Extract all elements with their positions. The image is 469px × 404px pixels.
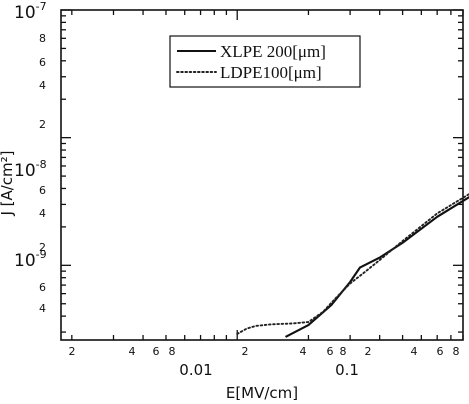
y-label-1e-9-base: 10 xyxy=(14,251,36,271)
y-label-1e-7-base: 10 xyxy=(14,3,36,23)
y-axis-minor-labels: 8 6 4 2 6 4 2 6 4 xyxy=(39,32,46,315)
y-minor-label: 8 xyxy=(39,32,46,45)
y-label-1e-8-base: 10 xyxy=(14,161,36,181)
x-axis-title: E[MV/cm] xyxy=(226,384,298,402)
y-label-1e-7: 10-7 xyxy=(14,0,47,23)
y-minor-label: 4 xyxy=(39,79,46,92)
y-label-1e-8-exp: -8 xyxy=(36,158,47,171)
x-axis-minor-labels: 2 4 6 8 2 4 6 8 2 4 6 8 xyxy=(69,345,460,358)
y-label-1e-8: 10-8 xyxy=(14,158,47,181)
x-minor-label: 6 xyxy=(327,345,334,358)
y-minor-label: 4 xyxy=(39,207,46,220)
y-minor-label: 2 xyxy=(39,241,46,254)
x-minor-label: 8 xyxy=(453,345,460,358)
x-minor-label: 2 xyxy=(69,345,76,358)
x-axis-major-labels: 0.01 0.1 xyxy=(179,361,359,379)
x-label-0.1: 0.1 xyxy=(335,361,359,379)
y-minor-label: 6 xyxy=(39,281,46,294)
legend-label-ldpe: LDPE100[μm] xyxy=(220,63,322,82)
x-minor-label: 4 xyxy=(411,345,418,358)
y-axis-title: J [A/cm²] xyxy=(0,150,16,216)
series-line-ldpe xyxy=(236,193,469,335)
y-minor-label: 4 xyxy=(39,302,46,315)
x-minor-label: 4 xyxy=(300,345,307,358)
x-minor-label: 8 xyxy=(169,345,176,358)
y-minor-label: 2 xyxy=(39,118,46,131)
x-minor-label: 2 xyxy=(242,345,249,358)
x-minor-label: 2 xyxy=(365,345,372,358)
y-axis-major-labels: 10-7 10-8 10-9 xyxy=(14,0,47,271)
y-label-1e-9: 10-9 xyxy=(14,248,47,271)
x-minor-label: 6 xyxy=(437,345,444,358)
x-label-0.01: 0.01 xyxy=(179,361,212,379)
y-label-1e-7-exp: -7 xyxy=(36,0,47,13)
x-minor-label: 4 xyxy=(129,345,136,358)
legend-label-xlpe: XLPE 200[μm] xyxy=(220,42,326,61)
axis-ticks xyxy=(61,9,464,340)
y-label-1e-9-exp: -9 xyxy=(36,248,47,261)
y-minor-label: 6 xyxy=(39,56,46,69)
y-minor-label: 6 xyxy=(39,184,46,197)
x-minor-label: 6 xyxy=(153,345,160,358)
legend-box xyxy=(169,35,361,88)
legend: XLPE 200[μm] LDPE100[μm] xyxy=(169,35,361,88)
x-minor-label: 8 xyxy=(340,345,347,358)
plot-frame xyxy=(60,9,464,341)
